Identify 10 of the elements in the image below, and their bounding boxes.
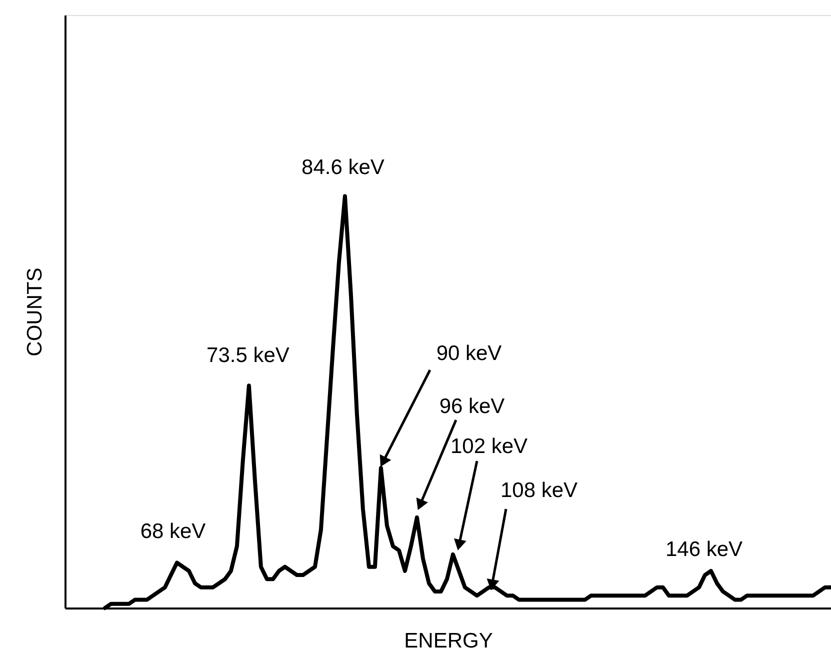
annotation: 108 keV — [500, 479, 578, 502]
annotation: 68 keV — [140, 520, 206, 543]
y-axis-title: COUNTS — [24, 268, 46, 356]
x-axis-title: ENERGY — [404, 630, 493, 652]
text: 84.6 keV — [302, 156, 384, 179]
annotation: 73.5 keV — [206, 344, 290, 367]
annotation: 90 keV — [436, 342, 502, 365]
annotation: 102 keV — [450, 435, 528, 458]
annotation: 96 keV — [439, 395, 505, 418]
annotation: 146 keV — [665, 538, 743, 561]
